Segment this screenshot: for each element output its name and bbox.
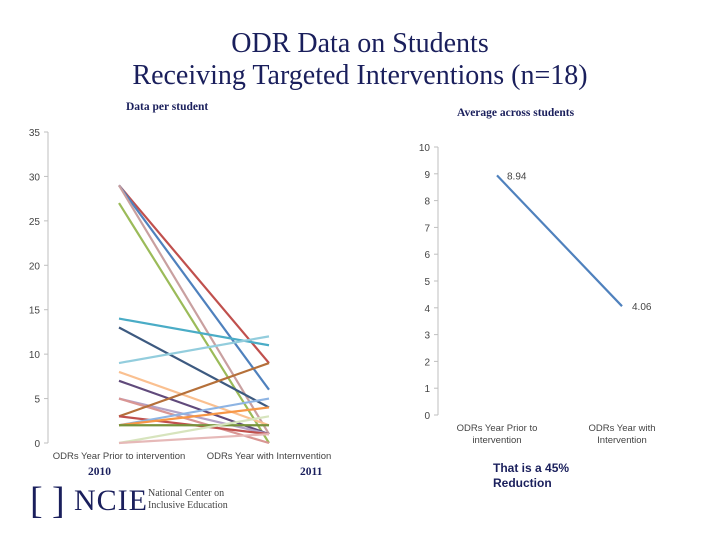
left-chart-subtitle: Data per student xyxy=(126,101,209,113)
logo-bracket-open: [ xyxy=(30,480,43,522)
y-tick-label: 8 xyxy=(424,197,430,208)
y-tick-label: 5 xyxy=(424,277,430,288)
reduction-note-line2: Reduction xyxy=(493,476,552,490)
logo-subtitle-line1: National Center on xyxy=(148,488,225,499)
x-category-label: ODRs Year with Internvention xyxy=(207,451,332,462)
series-line xyxy=(118,397,270,427)
year-label-2011: 2011 xyxy=(300,466,323,478)
x-category-label: intervention xyxy=(472,435,521,446)
y-tick-label: 7 xyxy=(424,223,430,234)
x-category-label: ODRs Year with xyxy=(588,423,655,434)
series-line xyxy=(118,335,270,365)
y-tick-label: 6 xyxy=(424,250,430,261)
per-student-line-chart: 0 5 10 15 20 25 30 35 ODRs Year Prior to interve… xyxy=(29,128,332,462)
average-line-chart: 0 1 2 3 4 5 6 7 8 9 10 ODRs Year Prior tointerventi… xyxy=(419,143,656,446)
x-category-label: ODRs Year Prior to xyxy=(457,423,538,434)
reduction-note: That is a 45% Reduction xyxy=(493,461,569,491)
y-tick-label: 2 xyxy=(424,357,430,368)
series-line xyxy=(118,184,270,435)
y-tick-label: 1 xyxy=(424,384,430,395)
logo-bracket-close: ] xyxy=(52,480,65,522)
y-tick-label: 3 xyxy=(424,331,430,342)
y-tick-label: 4 xyxy=(424,304,430,315)
y-tick-label: 15 xyxy=(29,306,41,317)
ncie-logo: [ ] NCIE National Center on Inclusive Ed… xyxy=(30,482,240,522)
y-tick-label: 35 xyxy=(29,128,41,139)
right-chart-subtitle: Average across students xyxy=(457,107,575,119)
series-line xyxy=(118,184,270,364)
y-tick-label: 10 xyxy=(29,350,41,361)
y-tick-label: 10 xyxy=(419,143,431,154)
x-category-label: ODRs Year Prior to intervention xyxy=(53,451,186,462)
logo-wordmark: NCIE xyxy=(74,484,148,517)
series-line xyxy=(118,370,270,427)
logo-subtitle: National Center on Inclusive Education xyxy=(148,488,248,512)
year-label-2010: 2010 xyxy=(88,466,111,478)
y-tick-label: 0 xyxy=(424,411,430,422)
y-tick-label: 5 xyxy=(34,395,40,406)
y-tick-label: 30 xyxy=(29,172,41,183)
series-line xyxy=(118,184,270,391)
series-line xyxy=(118,361,270,418)
series-line xyxy=(118,433,270,445)
x-category-label: Intervention xyxy=(597,435,647,446)
data-label: 8.94 xyxy=(507,171,527,182)
logo-subtitle-line2: Inclusive Education xyxy=(148,500,228,511)
reduction-note-line1: That is a 45% xyxy=(493,461,570,475)
y-tick-label: 20 xyxy=(29,261,41,272)
y-tick-label: 25 xyxy=(29,217,41,228)
series-line xyxy=(118,415,270,445)
y-tick-label: 9 xyxy=(424,170,430,181)
page-title-line1: ODR Data on Students xyxy=(231,28,489,59)
y-tick-label: 0 xyxy=(34,439,40,450)
data-label: 4.06 xyxy=(632,302,652,313)
series-line xyxy=(496,174,623,307)
series-line xyxy=(118,326,270,409)
page-title-line2: Receiving Targeted Interventions (n=18) xyxy=(132,60,588,91)
series-line xyxy=(118,406,270,427)
